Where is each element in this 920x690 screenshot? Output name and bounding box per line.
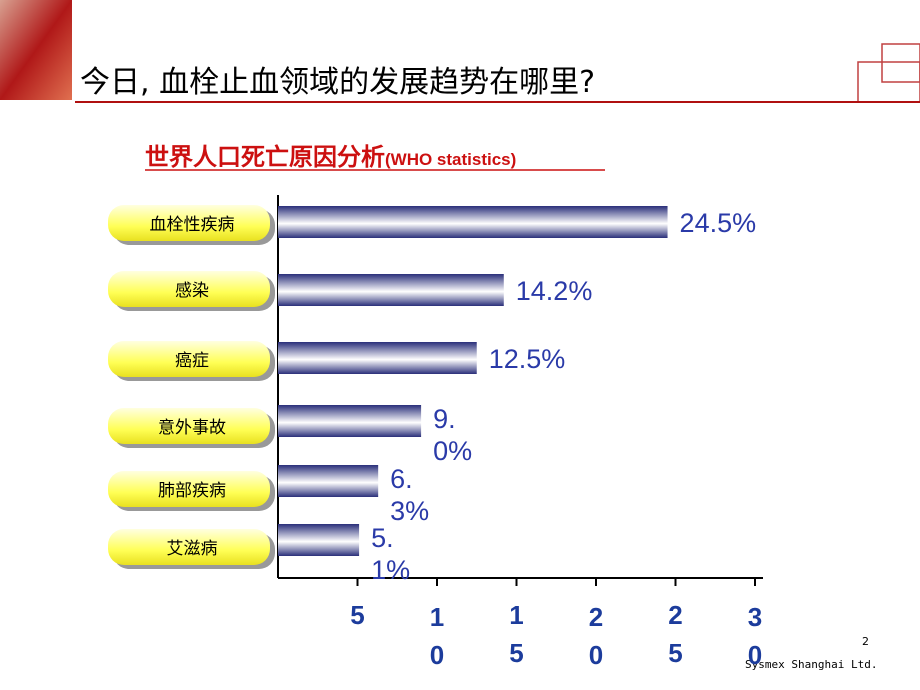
category-label: 意外事故 — [158, 418, 226, 438]
category-pill — [108, 408, 270, 444]
value-label: 6.3% — [390, 464, 430, 526]
chart-title-note: (WHO statistics) — [385, 150, 516, 169]
category-pill — [108, 471, 270, 507]
category-pill — [108, 271, 270, 307]
x-tick-label: 25 — [668, 600, 683, 668]
footer-company: Sysmex Shanghai Ltd. — [745, 658, 877, 671]
category-pill — [108, 205, 270, 241]
bar — [278, 274, 504, 306]
value-label: 14.2% — [515, 276, 593, 306]
category-label: 癌症 — [175, 351, 209, 371]
page-number: 2 — [862, 635, 869, 648]
header-image — [0, 0, 72, 100]
category-label: 感染 — [175, 281, 209, 301]
x-tick-label: 15 — [509, 600, 524, 668]
value-label: 5.1% — [371, 523, 411, 585]
value-label: 12.5% — [488, 344, 566, 374]
bar — [278, 524, 360, 556]
bar — [278, 206, 668, 238]
bar — [278, 342, 477, 374]
chart-title: 世界人口死亡原因分析(WHO statistics) — [145, 143, 516, 171]
category-label: 艾滋病 — [167, 539, 218, 559]
chart-title-main: 世界人口死亡原因分析 — [145, 143, 385, 171]
bar — [278, 405, 422, 437]
deco-square — [881, 43, 920, 83]
category-pill — [108, 341, 270, 377]
slide-title: 今日, 血栓止血领域的发展趋势在哪里? — [80, 65, 595, 100]
bar — [278, 465, 379, 497]
category-pill — [108, 529, 270, 565]
x-tick-label: 20 — [588, 602, 604, 670]
category-label: 血栓性疾病 — [150, 215, 235, 235]
value-label: 24.5% — [679, 208, 757, 238]
category-label: 肺部疾病 — [158, 481, 226, 501]
x-tick-label: 30 — [747, 602, 763, 670]
x-tick-label: 5 — [350, 600, 365, 630]
value-label: 9.0% — [433, 404, 473, 466]
x-tick-label: 10 — [429, 602, 445, 670]
